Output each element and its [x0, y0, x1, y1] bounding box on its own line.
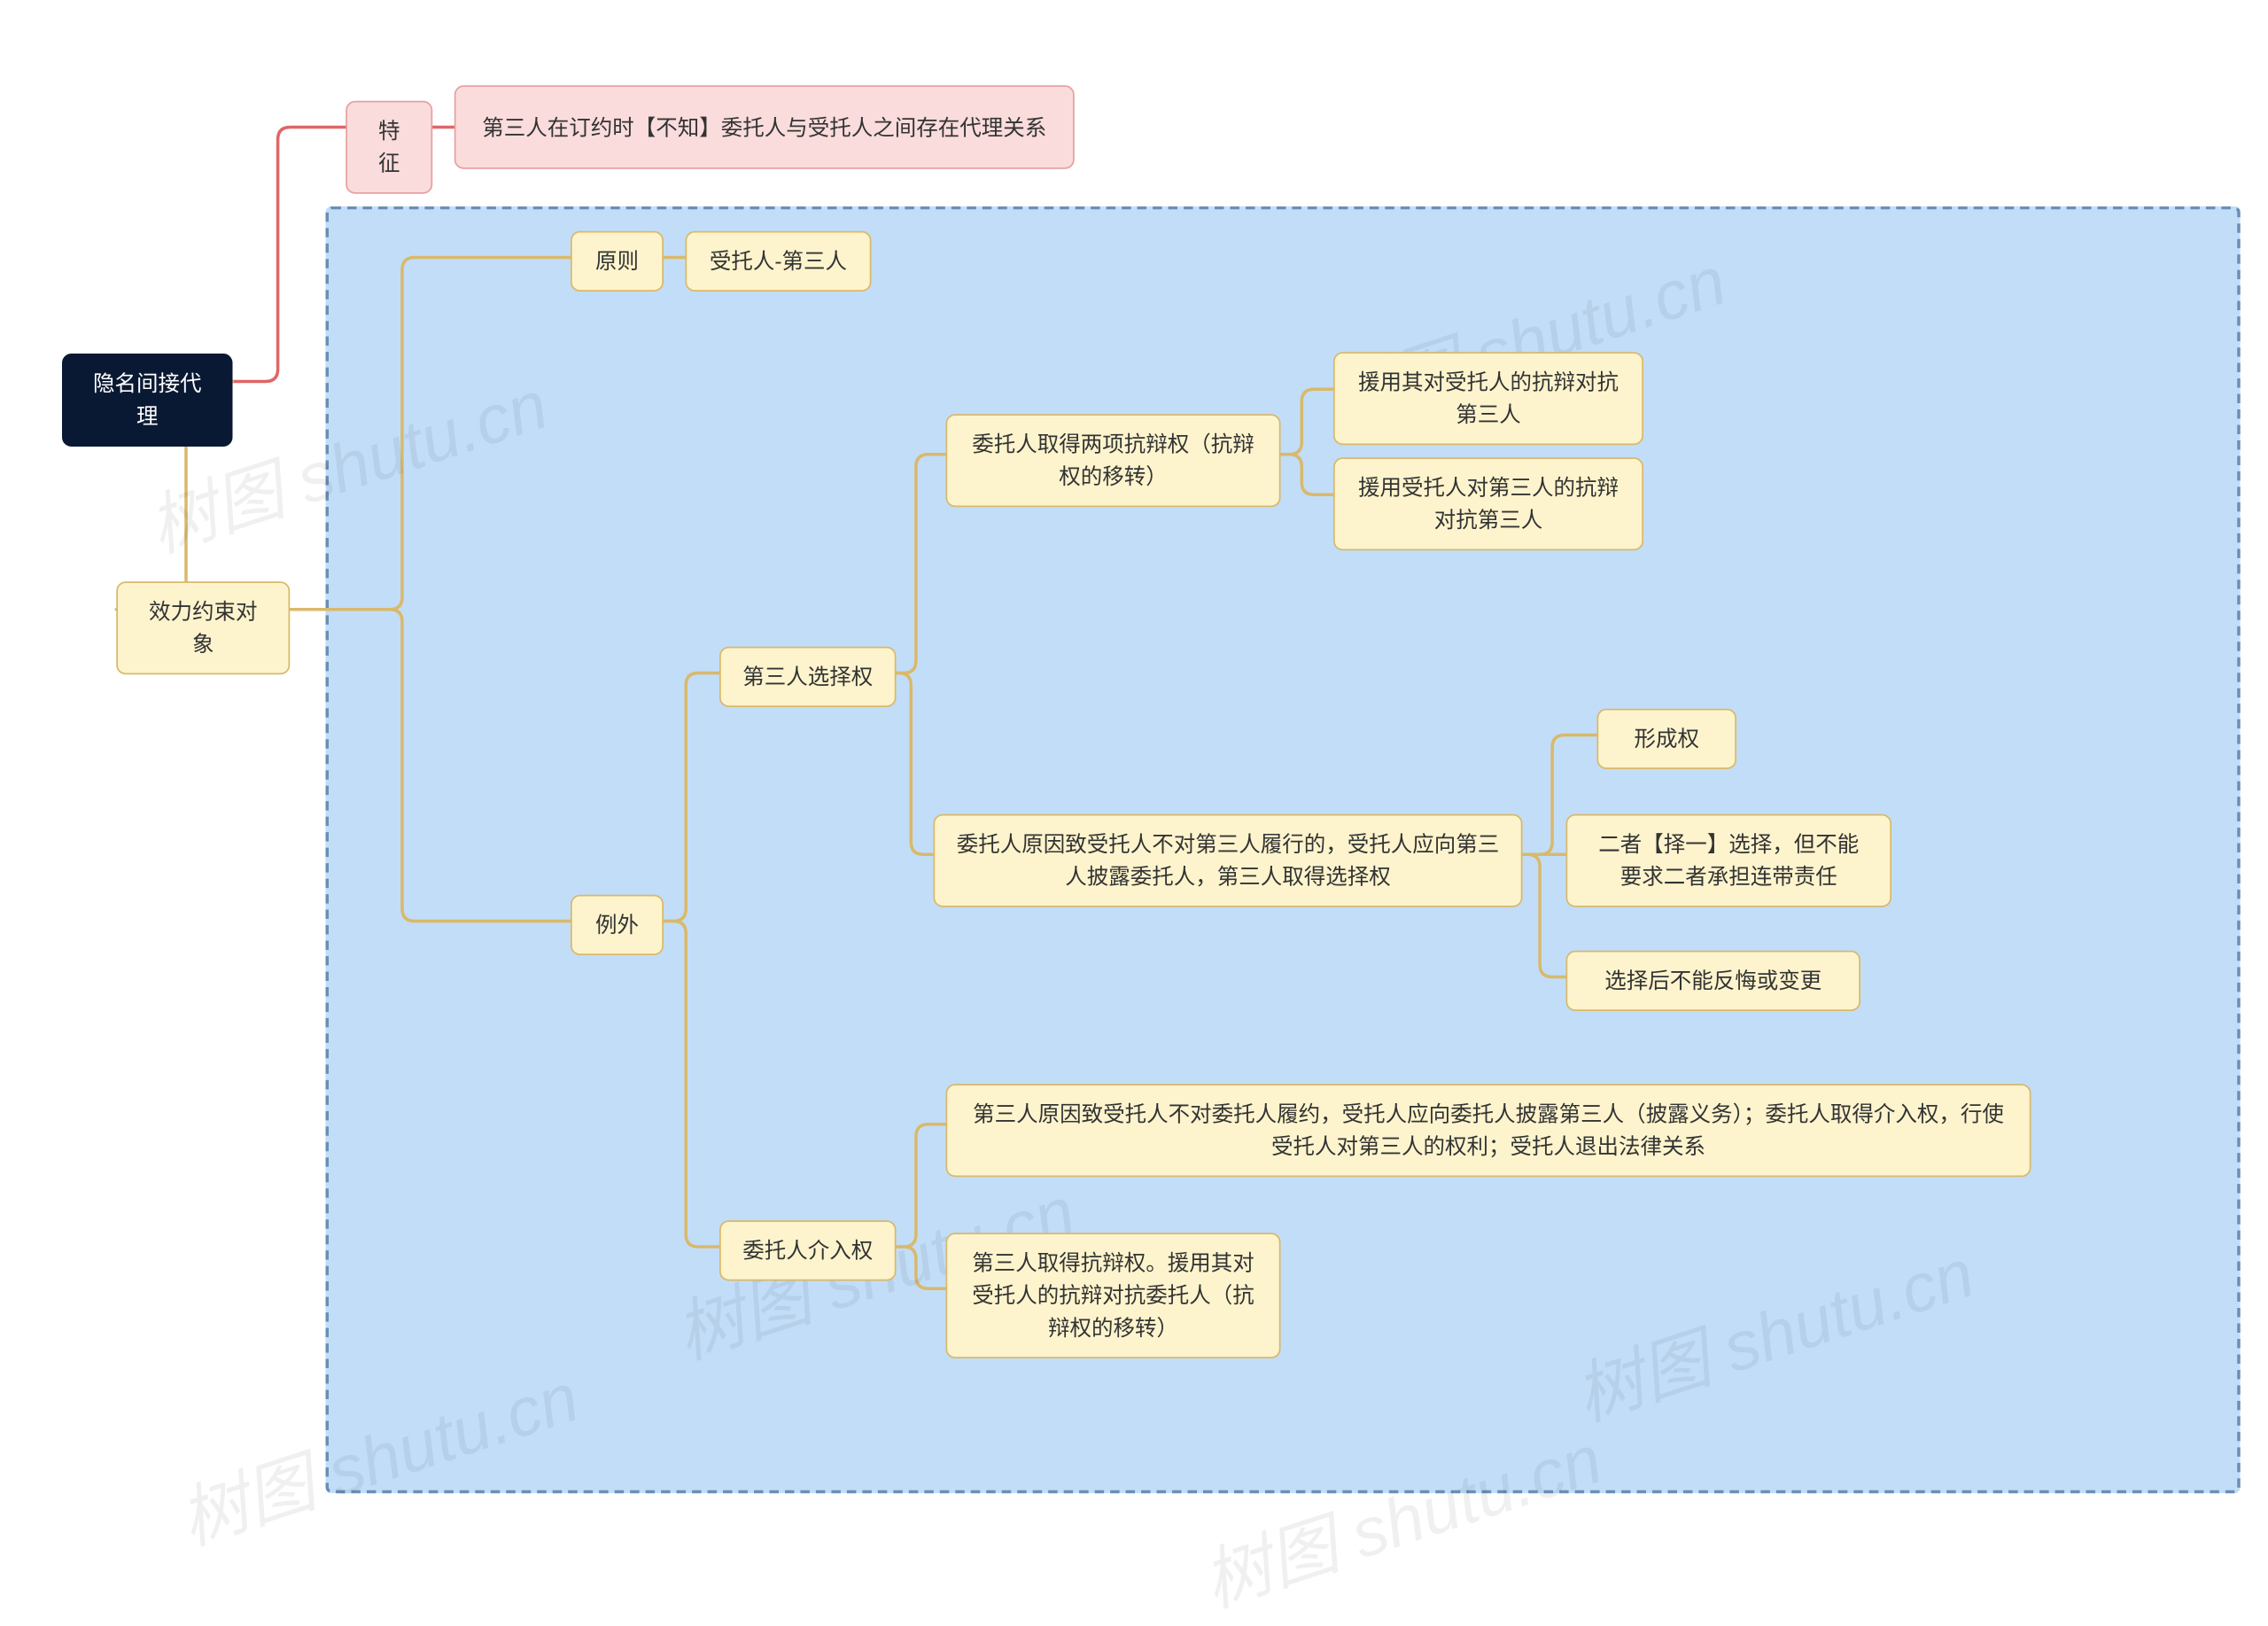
third-party-choice-node: 第三人选择权 — [719, 647, 897, 707]
no-regret-label: 选择后不能反悔或变更 — [1604, 965, 1821, 998]
disclosure-choice-label: 委托人原因致受托人不对第三人履行的，受托人应向第三人披露委托人，第三人取得选择权 — [957, 829, 1500, 894]
defense-item-2-node: 援用受托人对第三人的抗辩对抗第三人 — [1333, 457, 1643, 550]
root-label: 隐名间接代理 — [85, 368, 209, 433]
principle-desc: 受托人-第三人 — [710, 245, 847, 278]
principal-intervene-node: 委托人介入权 — [719, 1220, 897, 1280]
no-regret-node: 选择后不能反悔或变更 — [1566, 951, 1861, 1011]
defense-item-1: 援用其对受托人的抗辩对抗第三人 — [1356, 366, 1620, 432]
exception-node: 例外 — [571, 895, 664, 955]
defense-item-1-node: 援用其对受托人的抗辩对抗第三人 — [1333, 352, 1643, 445]
feature-desc-node: 第三人在订约时【不知】委托人与受托人之间存在代理关系 — [454, 85, 1075, 169]
principle-node: 原则 — [571, 231, 664, 292]
exception-label: 例外 — [595, 909, 639, 942]
choose-one-label: 二者【择一】选择，但不能要求二者承担连带责任 — [1589, 829, 1868, 894]
feature-label-node: 特征 — [346, 101, 432, 194]
formation-right-label: 形成权 — [1635, 723, 1700, 756]
formation-right-node: 形成权 — [1597, 709, 1737, 769]
intervene-desc-2-node: 第三人取得抗辩权。援用其对受托人的抗辩对抗委托人（抗辩权的移转） — [946, 1233, 1281, 1358]
effect-scope-label-node: 效力约束对象 — [116, 581, 290, 674]
principal-intervene-label: 委托人介入权 — [742, 1234, 873, 1267]
two-defenses-node: 委托人取得两项抗辩权（抗辩权的移转） — [946, 414, 1281, 507]
effect-scope-label: 效力约束对象 — [140, 595, 268, 661]
feature-label: 特征 — [369, 115, 410, 181]
mindmap-canvas: 树图 shutu.cn树图 shutu.cn树图 shutu.cn树图 shut… — [16, 8, 2268, 1559]
two-defenses-label: 委托人取得两项抗辩权（抗辩权的移转） — [969, 428, 1258, 494]
disclosure-choice-node: 委托人原因致受托人不对第三人履行的，受托人应向第三人披露委托人，第三人取得选择权 — [934, 814, 1523, 907]
choose-one-node: 二者【择一】选择，但不能要求二者承担连带责任 — [1566, 814, 1892, 907]
feature-desc: 第三人在订约时【不知】委托人与受托人之间存在代理关系 — [482, 111, 1046, 144]
defense-item-2: 援用受托人对第三人的抗辩对抗第三人 — [1356, 471, 1620, 537]
principle-label: 原则 — [595, 245, 639, 278]
intervene-desc-1: 第三人原因致受托人不对委托人履约，受托人应向委托人披露第三人（披露义务）；委托人… — [969, 1098, 2008, 1163]
root-node: 隐名间接代理 — [62, 354, 233, 447]
intervene-desc-1-node: 第三人原因致受托人不对委托人履约，受托人应向委托人披露第三人（披露义务）；委托人… — [946, 1084, 2031, 1177]
third-party-choice-label: 第三人选择权 — [742, 661, 873, 694]
principle-desc-node: 受托人-第三人 — [686, 231, 872, 292]
intervene-desc-2: 第三人取得抗辩权。援用其对受托人的抗辩对抗委托人（抗辩权的移转） — [969, 1247, 1258, 1344]
